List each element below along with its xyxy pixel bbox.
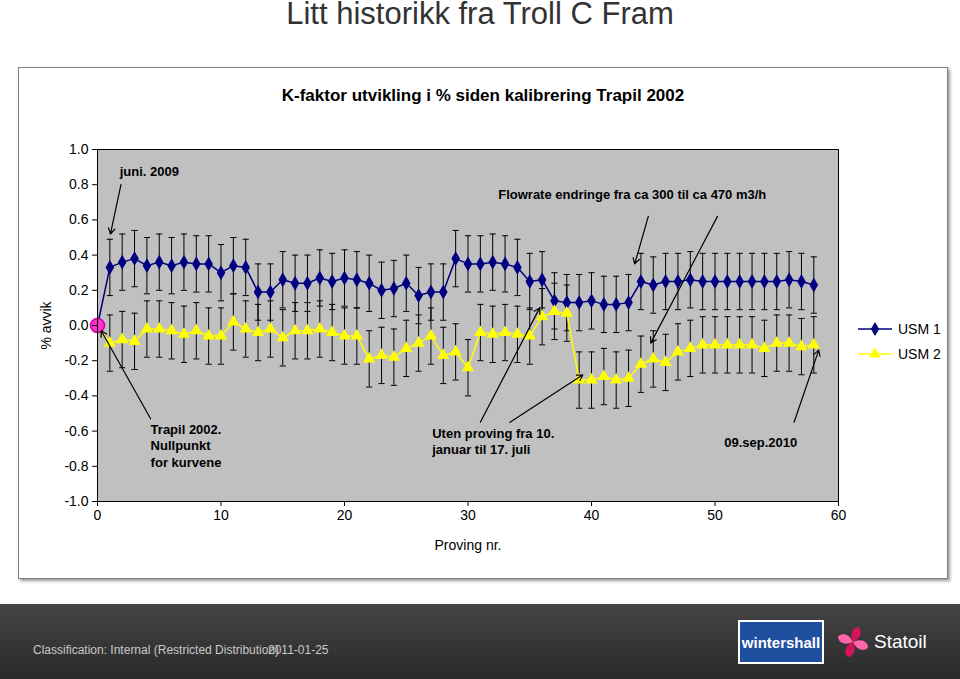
svg-text:% avvik: % avvik: [38, 300, 54, 349]
svg-text:0.8: 0.8: [69, 176, 89, 192]
svg-text:Proving nr.: Proving nr.: [435, 537, 502, 553]
svg-text:0: 0: [94, 507, 102, 523]
svg-text:juni. 2009: juni. 2009: [119, 164, 179, 179]
html-text:Statoil: Statoil: [874, 631, 927, 652]
svg-text:-1.0: -1.0: [64, 493, 88, 509]
svg-text:60: 60: [831, 507, 847, 523]
html-text:K-faktor utvikling i % siden k: K-faktor utvikling i % siden kalibrering…: [281, 86, 685, 105]
svg-text:Flowrate endringe fra ca 300 t: Flowrate endringe fra ca 300 til ca 470 …: [498, 187, 766, 202]
svg-text:40: 40: [584, 507, 600, 523]
html-text:USM 1: USM 1: [898, 320, 941, 337]
svg-text:0.6: 0.6: [69, 211, 89, 227]
svg-text:0.0: 0.0: [69, 317, 89, 333]
html-text:2011-01-25: 2011-01-25: [268, 643, 329, 657]
svg-text:0.2: 0.2: [69, 282, 89, 298]
svg-text:50: 50: [707, 507, 723, 523]
svg-text:30: 30: [460, 507, 476, 523]
html-text:USM 2: USM 2: [898, 345, 941, 362]
svg-text:09.sep.2010: 09.sep.2010: [724, 435, 797, 450]
svg-text:-0.4: -0.4: [64, 387, 88, 403]
svg-text:Trapil 2002.Nullpunktfor kurve: Trapil 2002.Nullpunktfor kurvene: [151, 422, 222, 470]
html-text:wintershall: wintershall: [741, 633, 821, 651]
svg-text:-0.2: -0.2: [64, 352, 88, 368]
svg-text:1.0: 1.0: [69, 141, 89, 157]
svg-text:20: 20: [337, 507, 353, 523]
svg-text:-0.8: -0.8: [64, 458, 88, 474]
svg-text:0.4: 0.4: [69, 247, 89, 263]
svg-text:-0.6: -0.6: [64, 423, 88, 439]
html-text:Classification: Internal (Rest: Classification: Internal (Restricted Dis…: [33, 643, 280, 657]
svg-text:10: 10: [213, 507, 229, 523]
svg-text:Uten proving fra 10.januar til: Uten proving fra 10.januar til 17. juli: [431, 426, 554, 457]
